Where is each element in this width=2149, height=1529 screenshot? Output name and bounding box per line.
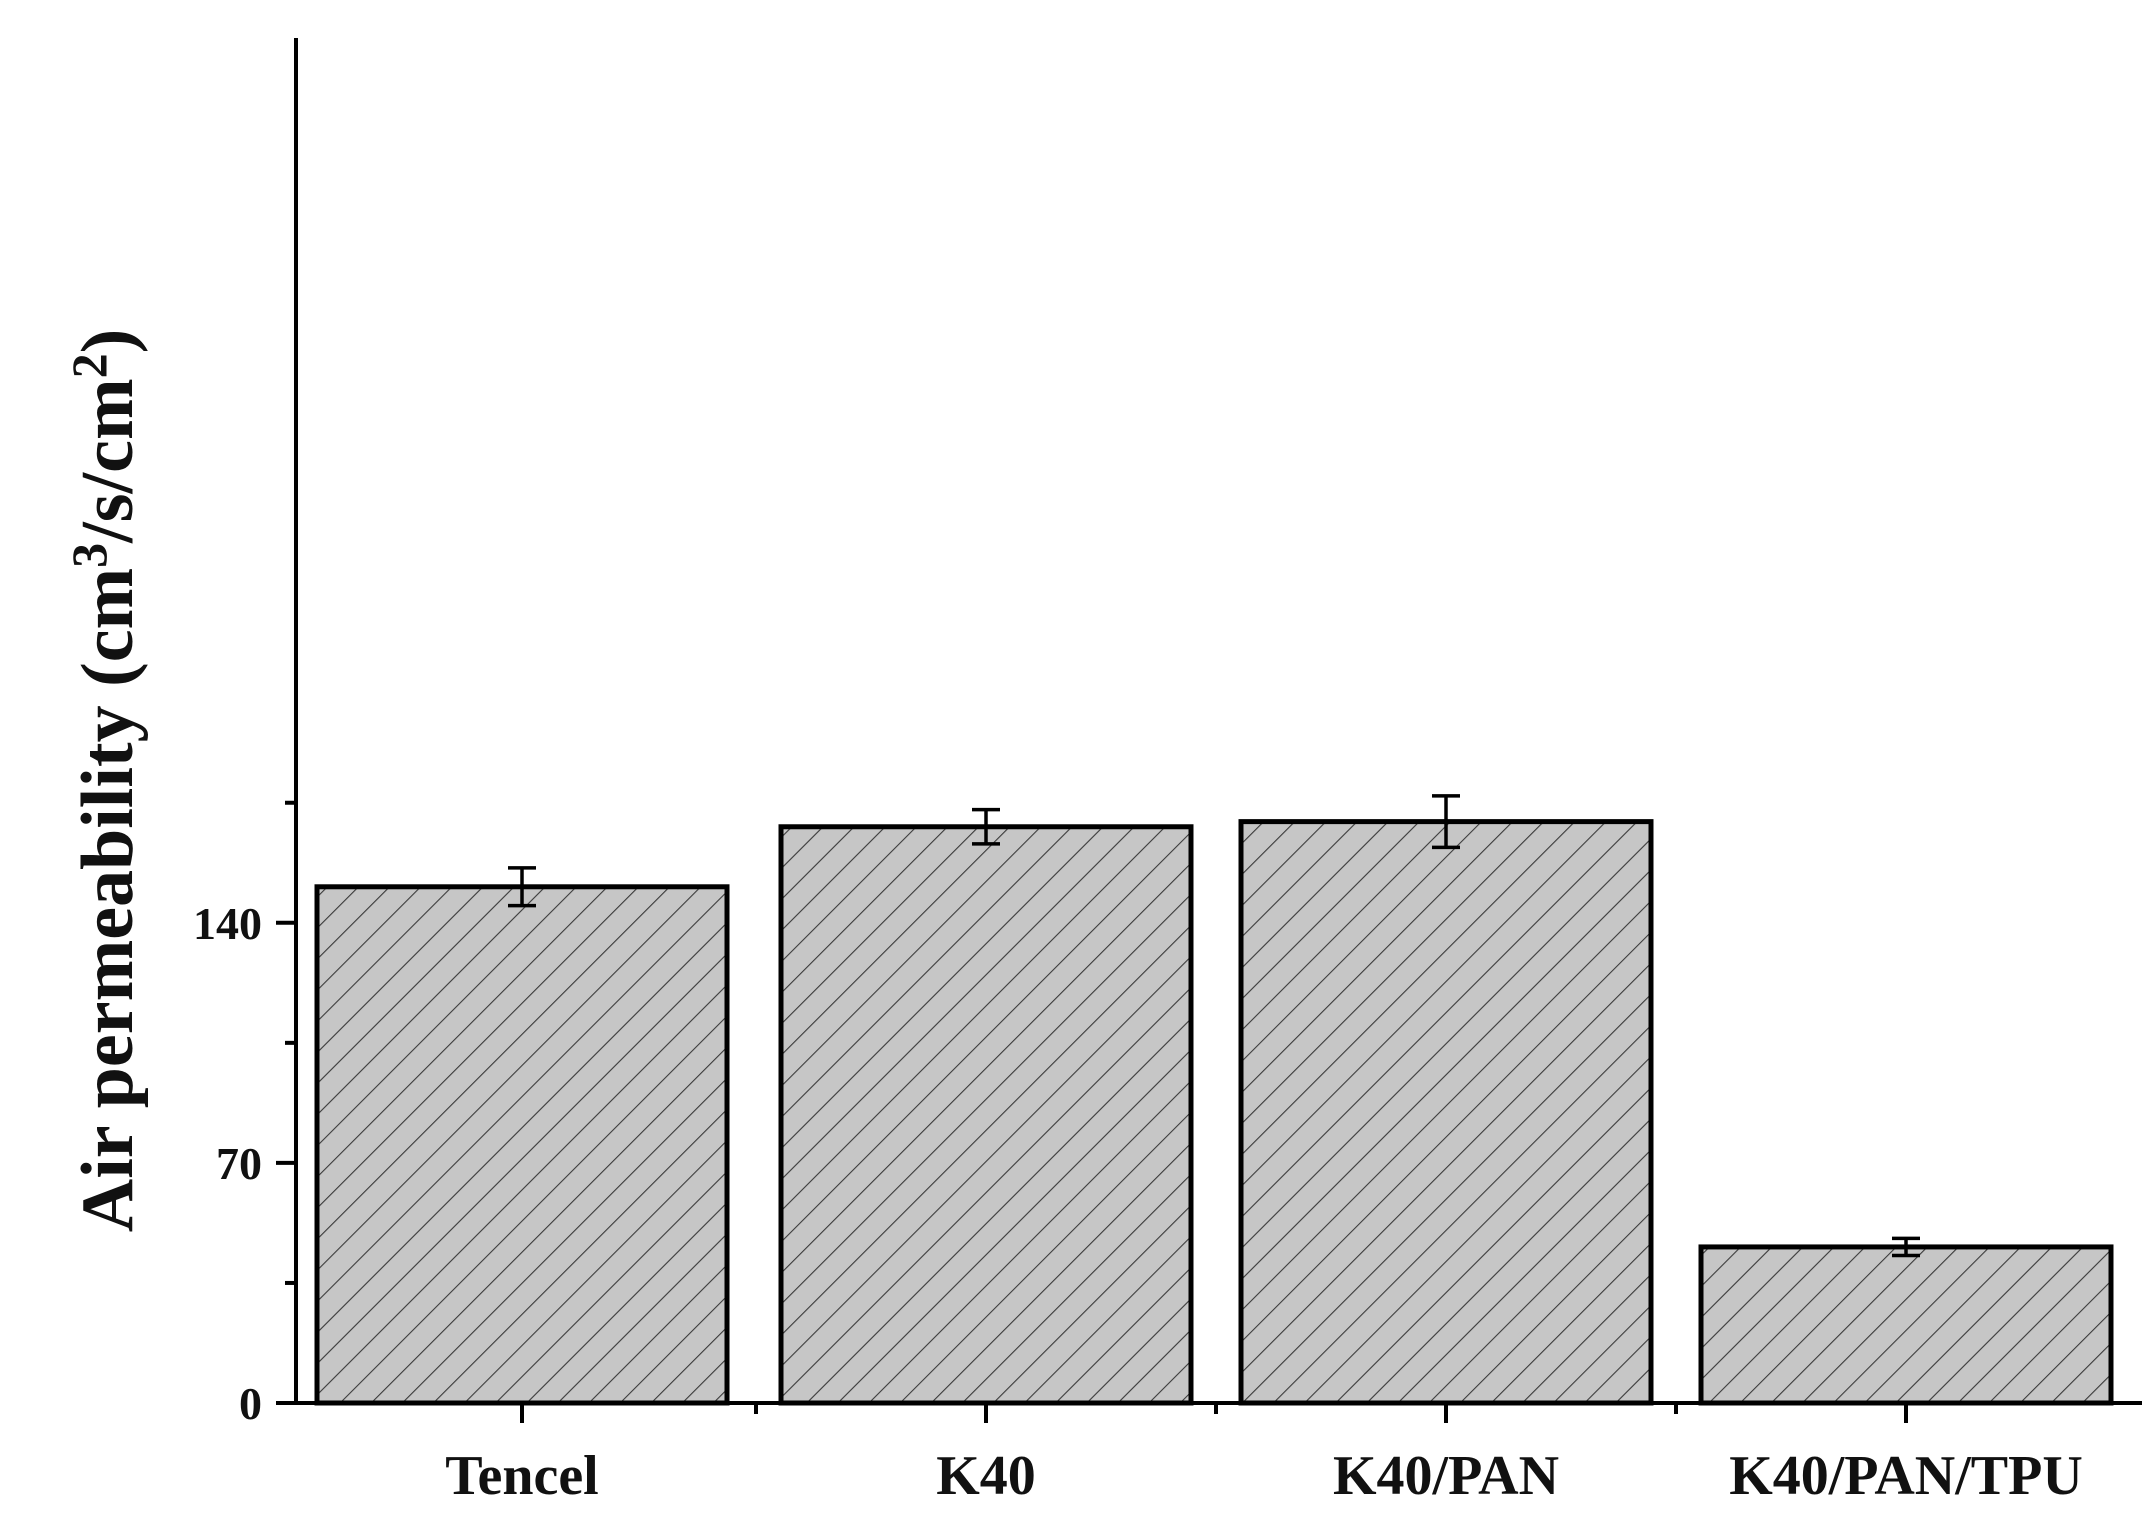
bar-k40-pan [1238, 819, 1654, 1406]
bar-k40-pan-tpu [1698, 1244, 2114, 1406]
y-axis-title-unit: /s/cm [67, 378, 149, 543]
bar-tencel [314, 884, 730, 1406]
error-bars-group [508, 794, 1920, 1258]
x-ticks-group: Tencel K40 K40/PAN K40/PAN/TPU [445, 1403, 2083, 1507]
y-tick-label: 70 [216, 1138, 262, 1189]
x-tick-label: K40 [936, 1445, 1036, 1507]
y-axis-title-close: ) [67, 329, 149, 354]
y-axis-title-superscript-1: 3 [61, 543, 117, 568]
y-axis-title-text: Air permeability (cm [67, 568, 149, 1232]
y-tick-label: 140 [193, 898, 262, 949]
y-tick-label: 0 [239, 1378, 262, 1429]
x-tick-label: K40/PAN/TPU [1729, 1445, 2083, 1507]
bars-group [314, 819, 2114, 1406]
y-axis-title: Air permeability (cm3/s/cm2) [61, 329, 149, 1233]
y-ticks-group: 0 70 140 [193, 800, 296, 1429]
x-tick-label: K40/PAN [1333, 1445, 1559, 1507]
y-axis-title-superscript-2: 2 [61, 353, 117, 378]
bar-k40 [778, 824, 1194, 1406]
x-tick-label: Tencel [445, 1445, 598, 1507]
